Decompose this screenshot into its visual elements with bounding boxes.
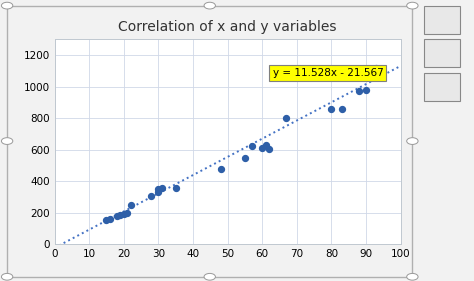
Point xyxy=(262,143,269,147)
Point xyxy=(123,211,131,215)
Point xyxy=(248,144,255,148)
Point xyxy=(338,106,346,111)
Point xyxy=(328,106,335,111)
Point xyxy=(155,189,162,194)
Point xyxy=(355,88,363,93)
Point xyxy=(258,146,266,150)
Point xyxy=(127,203,135,207)
Point xyxy=(155,187,162,191)
Point xyxy=(265,147,273,151)
Point xyxy=(241,156,248,161)
Point xyxy=(147,193,155,198)
Point xyxy=(117,213,124,217)
Point xyxy=(158,186,165,191)
Point xyxy=(172,186,179,191)
Text: y = 11.528x - 21.567: y = 11.528x - 21.567 xyxy=(273,68,383,78)
Point xyxy=(113,214,120,218)
Point xyxy=(106,217,114,221)
Title: Correlation of x and y variables: Correlation of x and y variables xyxy=(118,20,337,34)
Point xyxy=(283,116,290,121)
Point xyxy=(217,166,224,171)
Point xyxy=(120,212,128,216)
Point xyxy=(373,65,380,70)
Point xyxy=(102,218,110,222)
Point xyxy=(362,88,370,92)
